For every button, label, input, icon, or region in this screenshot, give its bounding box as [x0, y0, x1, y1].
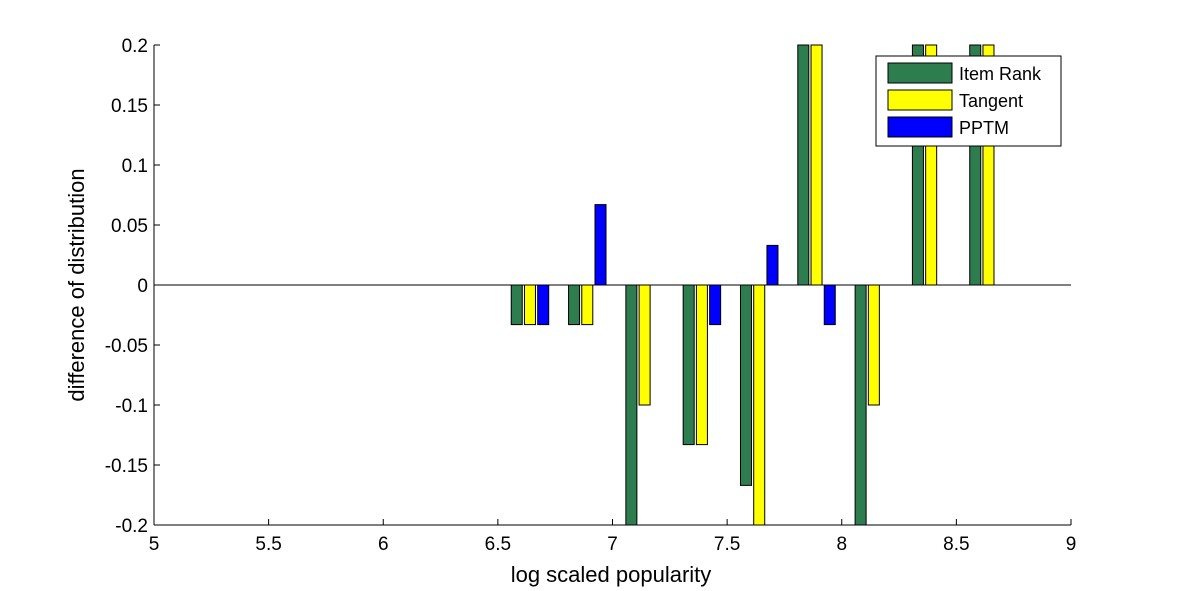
- x-tick-label: 9: [1066, 534, 1077, 555]
- x-axis-label: log scaled popularity: [511, 562, 712, 587]
- bar-item-rank-1: [568, 284, 581, 326]
- y-tick-label: 0.2: [122, 36, 148, 57]
- bar-pptm-4: [766, 244, 779, 286]
- y-tick-label: -0.2: [115, 516, 148, 537]
- y-tick-label: 0: [137, 276, 148, 297]
- y-tick-label: -0.05: [105, 336, 148, 357]
- bar-pptm-3: [709, 284, 722, 326]
- bar-pptm-0: [537, 284, 550, 326]
- legend-swatch-item-rank: [887, 62, 953, 84]
- x-tick-label: 8.5: [943, 534, 969, 555]
- x-tick-label: 6.5: [485, 534, 511, 555]
- legend-label-item-rank: Item Rank: [959, 64, 1042, 84]
- bar-item-rank-5: [797, 44, 810, 286]
- bar-tangent-4: [753, 284, 766, 526]
- y-tick-label: 0.15: [111, 96, 148, 117]
- x-tick-label: 8: [836, 534, 847, 555]
- ticks-group: 5 5.5 6 6.5 7 7.5 8 8.5 9 -0.2 -0.15 -0.1 -0.05 0 0.05…: [105, 36, 1077, 555]
- bar-item-rank-6: [854, 284, 867, 526]
- y-tick-label: -0.1: [115, 396, 148, 417]
- x-tick-label: 5: [149, 534, 160, 555]
- bar-tangent-0: [523, 284, 536, 326]
- bar-tangent-3: [695, 284, 708, 446]
- x-tick-label: 7: [607, 534, 618, 555]
- bar-item-rank-2: [625, 284, 638, 526]
- legend-swatch-tangent: [887, 89, 953, 111]
- legend: Item Rank Tangent PPTM: [875, 55, 1062, 147]
- legend-label-pptm: PPTM: [959, 118, 1009, 138]
- bar-tangent-1: [581, 284, 594, 326]
- bar-pptm-5: [823, 284, 836, 326]
- x-tick-label: 5.5: [255, 534, 281, 555]
- bar-tangent-2: [638, 284, 651, 406]
- bar-pptm-1: [594, 204, 607, 286]
- legend-swatch-pptm: [887, 116, 953, 138]
- y-tick-label: -0.15: [105, 456, 148, 477]
- bar-item-rank-3: [682, 284, 695, 446]
- x-tick-label: 7.5: [714, 534, 740, 555]
- y-tick-label: 0.05: [111, 216, 148, 237]
- y-tick-label: 0.1: [122, 156, 148, 177]
- x-tick-label: 6: [378, 534, 389, 555]
- legend-label-tangent: Tangent: [959, 91, 1023, 111]
- y-axis-label: difference of distribution: [64, 168, 89, 401]
- bar-item-rank-4: [739, 284, 753, 486]
- bars-group: [510, 44, 995, 526]
- bar-tangent-6: [867, 284, 880, 406]
- bar-tangent-5: [810, 44, 823, 286]
- bar-item-rank-0: [510, 284, 523, 326]
